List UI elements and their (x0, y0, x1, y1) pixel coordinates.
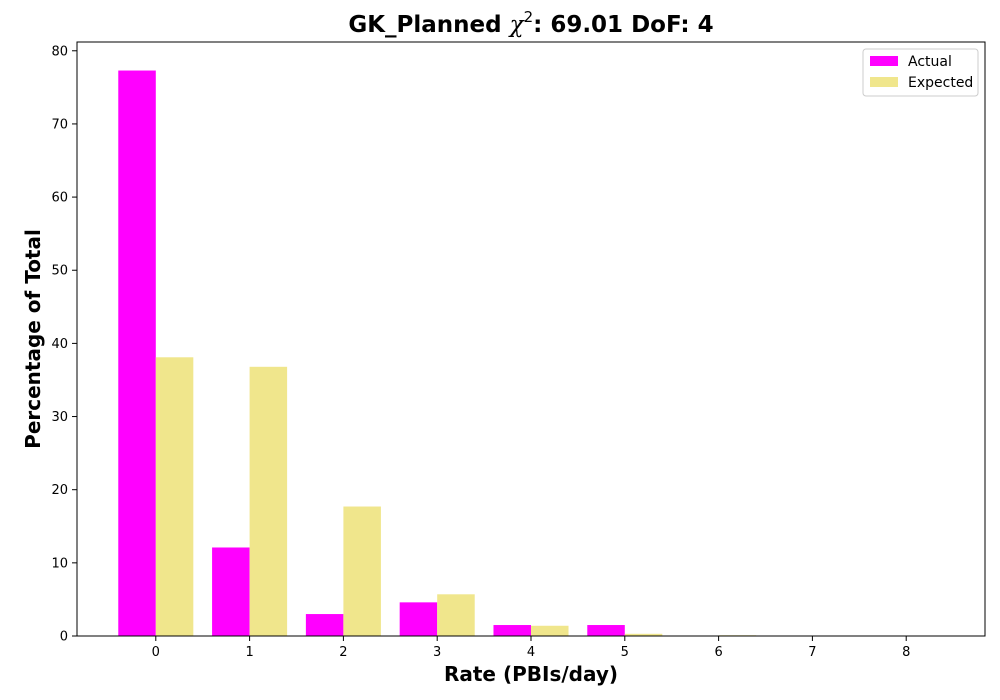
y-tick-label-0: 0 (60, 630, 68, 645)
bar-actual-0 (118, 70, 156, 637)
y-tick-label-30: 30 (51, 410, 68, 425)
plot-frame (76, 41, 986, 637)
bar-expected-0 (155, 357, 194, 636)
y-tick-label-60: 60 (51, 191, 68, 206)
x-tick-label-6: 6 (714, 645, 722, 660)
legend-swatch-actual (870, 56, 898, 66)
legend: Actual Expected (862, 48, 979, 97)
y-tick-label-20: 20 (51, 483, 68, 498)
bar-actual-4 (493, 625, 531, 636)
chart-title-suffix: : 69.01 DoF: 4 (533, 12, 714, 38)
y-tick-label-50: 50 (51, 264, 68, 279)
x-tick-label-3: 3 (433, 645, 441, 660)
bar-actual-1 (212, 547, 250, 636)
bar-actual-5 (587, 625, 625, 636)
chart-title: GK_Planned χ2: 69.01 DoF: 4 (348, 8, 713, 38)
bar-expected-2 (343, 506, 381, 636)
y-tick-label-70: 70 (51, 117, 68, 132)
chart-title-prefix: GK_Planned (348, 12, 509, 38)
legend-label-actual: Actual (908, 54, 952, 70)
y-axis-label: Percentage of Total (21, 229, 45, 449)
bar-expected-4 (531, 625, 569, 636)
y-tick-label-10: 10 (51, 556, 68, 571)
chart-title-exponent: 2 (524, 8, 534, 26)
bar-expected-5 (624, 633, 663, 636)
x-axis-label: Rate (PBIs/day) (444, 662, 618, 686)
x-tick-label-7: 7 (808, 645, 816, 660)
bar-expected-1 (249, 366, 288, 636)
x-tick-label-5: 5 (621, 645, 629, 660)
bar-actual-3 (399, 602, 438, 636)
y-tick-label-80: 80 (51, 44, 68, 59)
x-tick-label-0: 0 (152, 645, 160, 660)
bar-actual-2 (305, 614, 344, 636)
x-tick-label-1: 1 (245, 645, 253, 660)
x-tick-label-4: 4 (527, 645, 535, 660)
bar-expected-3 (437, 594, 475, 636)
x-tick-label-2: 2 (339, 645, 347, 660)
y-tick-label-40: 40 (51, 337, 68, 352)
x-tick-label-8: 8 (902, 645, 910, 660)
bars (118, 70, 757, 637)
legend-swatch-expected (870, 77, 898, 87)
legend-label-expected: Expected (908, 75, 973, 91)
chart-title-chi: χ (508, 12, 526, 38)
